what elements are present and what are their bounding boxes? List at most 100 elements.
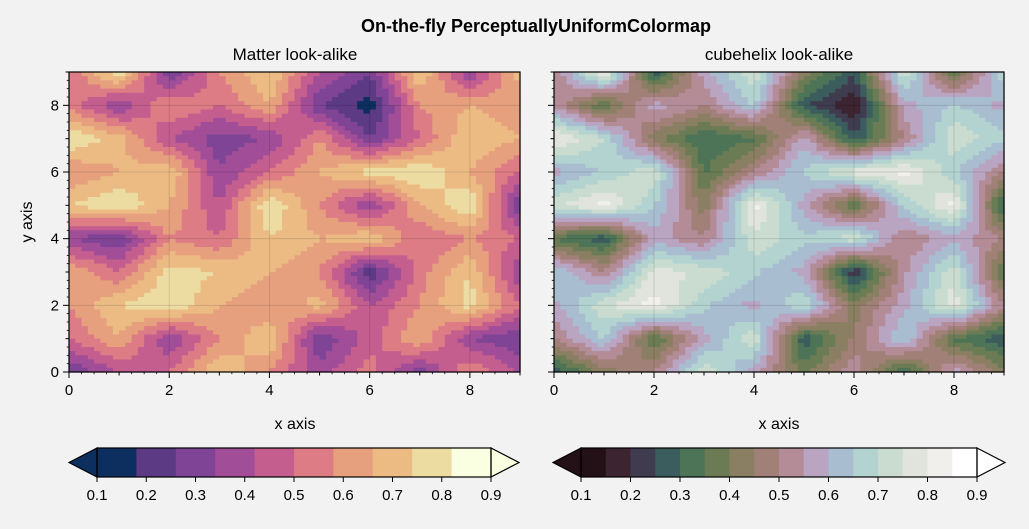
contour-cell bbox=[332, 297, 339, 302]
contour-cell bbox=[482, 351, 490, 356]
contour-cell bbox=[112, 238, 120, 244]
contour-cell bbox=[144, 288, 152, 294]
contour-cell bbox=[319, 105, 327, 111]
contour-cell bbox=[332, 238, 339, 244]
contour-cell bbox=[200, 72, 208, 77]
contour-cell bbox=[513, 88, 521, 94]
contour-cell bbox=[513, 105, 521, 111]
contour-cell bbox=[332, 176, 339, 181]
contour-cell bbox=[457, 188, 465, 194]
contour-cell bbox=[87, 226, 95, 231]
contour-cell bbox=[137, 263, 145, 269]
contour-cell bbox=[494, 134, 502, 140]
contour-cell bbox=[332, 72, 339, 77]
contour-cell bbox=[112, 184, 120, 190]
contour-cell bbox=[256, 317, 264, 323]
contour-cell bbox=[94, 151, 101, 156]
contour-cell bbox=[332, 288, 339, 294]
contour-cell bbox=[256, 242, 264, 248]
contour-cell bbox=[213, 117, 220, 123]
contour-cell bbox=[407, 142, 415, 148]
contour-cell bbox=[325, 217, 333, 223]
contour-cell bbox=[325, 130, 333, 136]
contour-cell bbox=[112, 322, 120, 327]
contour-cell bbox=[375, 330, 383, 336]
contour-cell bbox=[444, 184, 452, 190]
contour-cell bbox=[407, 109, 415, 115]
contour-cell bbox=[200, 80, 208, 86]
contour-cell bbox=[256, 109, 264, 115]
contour-cell bbox=[81, 76, 89, 81]
contour-cell bbox=[250, 338, 258, 344]
contour-cell bbox=[432, 159, 440, 165]
contour-cell bbox=[256, 192, 264, 198]
contour-cell bbox=[482, 138, 490, 144]
contour-cell bbox=[250, 342, 258, 348]
contour-cell bbox=[357, 155, 364, 161]
contour-cell bbox=[363, 97, 371, 102]
contour-cell bbox=[394, 192, 402, 198]
contour-cell bbox=[200, 92, 208, 98]
contour-cell bbox=[319, 192, 327, 198]
contour-cell bbox=[457, 259, 465, 265]
contour-cell bbox=[119, 267, 126, 273]
contour-cell bbox=[94, 359, 101, 365]
contour-cell bbox=[494, 97, 502, 102]
contour-cell bbox=[131, 122, 139, 127]
contour-cell bbox=[288, 205, 296, 211]
contour-cell bbox=[375, 172, 383, 177]
contour-cell bbox=[413, 305, 421, 311]
contour-cell bbox=[319, 76, 327, 81]
contour-cell bbox=[294, 242, 302, 248]
contour-cell bbox=[263, 138, 271, 144]
contour-cell bbox=[463, 226, 471, 231]
contour-cell bbox=[382, 284, 390, 290]
contour-cell bbox=[507, 313, 515, 319]
contour-cell bbox=[507, 272, 515, 277]
contour-cell bbox=[388, 84, 396, 90]
contour-cell bbox=[238, 105, 245, 111]
contour-cell bbox=[369, 163, 377, 169]
contour-cell bbox=[144, 113, 152, 119]
contour-cell bbox=[106, 122, 114, 127]
contour-cell bbox=[238, 76, 245, 81]
contour-cell bbox=[112, 192, 120, 198]
contour-cell bbox=[357, 301, 364, 306]
contour-cell bbox=[275, 180, 283, 186]
contour-cell bbox=[169, 201, 177, 206]
contour-cell bbox=[156, 355, 164, 361]
contour-cell bbox=[281, 122, 289, 127]
contour-cell bbox=[106, 272, 114, 277]
contour-cell bbox=[375, 213, 383, 219]
contour-cell bbox=[156, 322, 164, 327]
contour-cell bbox=[87, 163, 95, 169]
contour-cell bbox=[194, 251, 202, 256]
contour-cell bbox=[125, 297, 133, 302]
contour-cell bbox=[87, 313, 95, 319]
contour-cell bbox=[175, 288, 183, 294]
contour-cell bbox=[294, 330, 302, 336]
contour-cell bbox=[106, 234, 114, 240]
contour-cell bbox=[357, 238, 364, 244]
contour-cell bbox=[432, 197, 440, 202]
contour-cell bbox=[488, 263, 496, 269]
contour-cell bbox=[181, 176, 189, 181]
contour-cell bbox=[300, 76, 308, 81]
contour-cell bbox=[206, 192, 214, 198]
contour-cell bbox=[69, 317, 76, 323]
contour-cell bbox=[319, 326, 327, 331]
contour-cell bbox=[313, 105, 321, 111]
contour-cell bbox=[219, 359, 227, 365]
contour-cell bbox=[344, 313, 352, 319]
contour-cell bbox=[357, 288, 364, 294]
contour-cell bbox=[150, 322, 158, 327]
contour-cell bbox=[219, 134, 227, 140]
contour-cell bbox=[488, 351, 496, 356]
contour-cell bbox=[206, 176, 214, 181]
contour-cell bbox=[87, 330, 95, 336]
contour-cell bbox=[501, 180, 509, 186]
contour-cell bbox=[388, 76, 396, 81]
contour-cell bbox=[244, 88, 252, 94]
contour-cell bbox=[200, 230, 208, 236]
contour-cell bbox=[382, 172, 390, 177]
